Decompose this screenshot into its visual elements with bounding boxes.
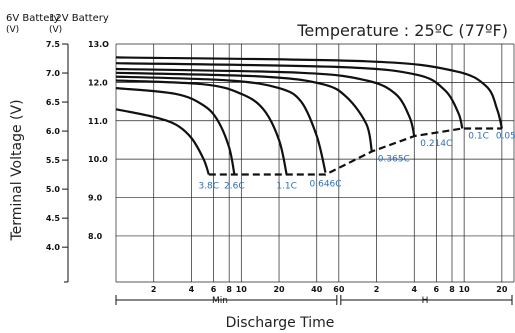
y-tick-6v: 7.0: [46, 69, 61, 78]
y-tick-6v: 4.5: [46, 214, 61, 223]
series-label-4: 0.365C: [378, 154, 410, 164]
series-labels: 3.8C 2.6C 1.1C 0.646C 0.365C 0.214C 0.1C 0.054C: [198, 131, 515, 191]
series-line-1: [115, 87, 236, 175]
series-line-7: [115, 56, 503, 129]
y-tick-6v: 5.0: [46, 185, 61, 194]
x-tick-label: 2: [374, 285, 380, 294]
x-tick-labels: 2 4 6 8 10 20 40 60 2 4 6 8 10 20: [151, 285, 508, 294]
chart-title: Temperature : 25ºC (77ºF): [296, 21, 508, 40]
y-tick-6v: 5.5: [46, 156, 61, 165]
x-tick-label: 4: [411, 285, 417, 294]
series-line-6: [115, 62, 464, 129]
y-tick-6v: 6.0: [46, 127, 61, 136]
y-tick-12v: 8.0: [88, 232, 103, 241]
y-tick-6v: 6.5: [46, 98, 61, 107]
x-tick-label: 2: [151, 285, 157, 294]
x-tick-label: 10: [459, 285, 471, 294]
axes: [62, 43, 513, 305]
y-tick-12v: 12.0: [88, 78, 108, 87]
y-axis-label: Terminal Voltage (V): [9, 99, 25, 241]
series-label-7: 0.054C: [496, 131, 515, 141]
x-tick-label: 10: [236, 285, 248, 294]
hour-range-label: H: [422, 296, 429, 306]
series-label-2: 1.1C: [276, 182, 297, 192]
grid: [115, 43, 515, 283]
x-tick-label: 6: [434, 285, 440, 294]
y-tick-12v: 13.O: [88, 40, 109, 49]
axis-6v-header: 6V Battery: [6, 13, 59, 24]
min-range-label: Min: [212, 296, 228, 306]
series-line-2: [115, 79, 288, 175]
x-tick-label: 60: [333, 285, 345, 294]
series-label-1: 2.6C: [224, 182, 245, 192]
y-tick-labels: 13.O 12.0 11.0 10.0 9.0 8.0 7.5 7.0 6.5 6.0 5.5 5.0…: [46, 40, 109, 252]
series-label-5: 0.214C: [420, 139, 452, 149]
x-tick-label: 6: [211, 285, 217, 294]
series-line-4: [115, 71, 373, 152]
y-tick-6v: 7.5: [46, 40, 61, 49]
series-lines: [115, 56, 503, 176]
series-label-3: 0.646C: [310, 180, 342, 190]
series-label-6: 0.1C: [468, 131, 489, 141]
x-axis-label: Discharge Time: [226, 315, 335, 331]
series-label-0: 3.8C: [198, 182, 219, 192]
x-tick-label: 20: [273, 285, 285, 294]
series-line-5: [115, 67, 416, 137]
end-voltage-line: [208, 127, 502, 176]
series-line-3: [115, 75, 327, 173]
axis-12v-unit: (V): [49, 25, 62, 35]
x-tick-label: 8: [226, 285, 232, 294]
x-tick-label: 40: [311, 285, 323, 294]
x-tick-label: 4: [189, 285, 195, 294]
series-line-0: [115, 108, 210, 175]
axis-12v-header: 12V Battery: [49, 13, 109, 24]
x-tick-label: 20: [496, 285, 508, 294]
axis-6v-unit: (V): [6, 25, 19, 35]
x-tick-label: 8: [449, 285, 455, 294]
y-tick-6v: 4.0: [46, 243, 61, 252]
y-tick-12v: 11.0: [88, 117, 108, 126]
y-tick-12v: 9.0: [88, 194, 103, 203]
y-tick-12v: 10.0: [88, 155, 108, 164]
